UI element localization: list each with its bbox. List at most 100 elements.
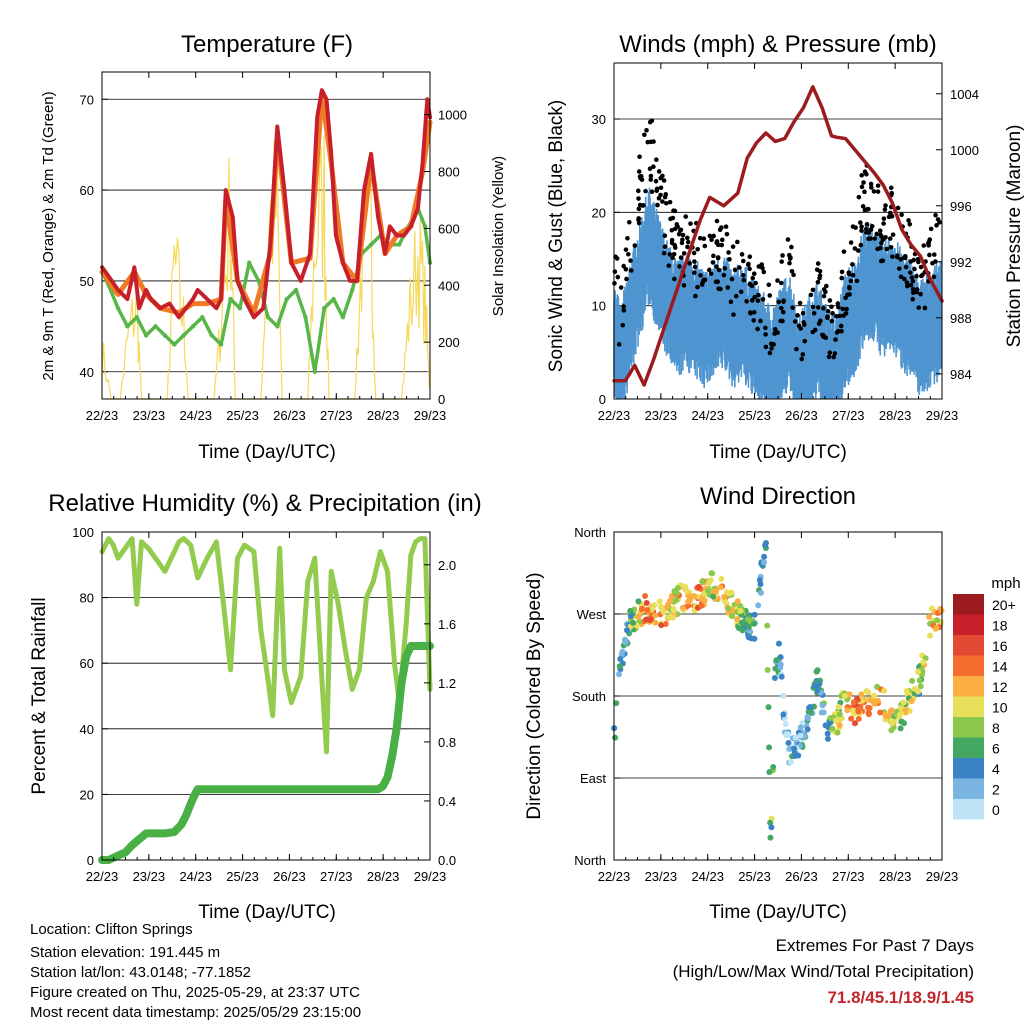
direction-point-258 <box>767 819 774 826</box>
direction-point-442 <box>804 726 811 733</box>
gust-point-13 <box>928 226 934 232</box>
gust-point-264 <box>808 292 814 298</box>
direction-point-478 <box>630 619 637 626</box>
direction-point-516 <box>670 607 677 614</box>
gust-point-147 <box>685 244 690 250</box>
direction-point-318 <box>644 607 651 614</box>
gust-point-217 <box>636 206 642 212</box>
gust-point-8 <box>710 260 716 265</box>
gust-point-321 <box>700 279 706 285</box>
direction-point-296 <box>648 606 655 613</box>
gust-point-47 <box>834 313 839 319</box>
gust-point-351 <box>800 352 806 357</box>
direction-point-353 <box>767 834 774 841</box>
t-ytick-label-2: 60 <box>80 183 94 198</box>
h-ytick-label-4: 80 <box>80 591 94 606</box>
gust-point-314 <box>701 236 707 242</box>
gust-point-15 <box>795 313 800 318</box>
gust-point-418 <box>859 224 864 230</box>
gust-point-415 <box>756 264 762 269</box>
speed-legend-label-0: 20+ <box>992 597 1016 613</box>
h-xtick-label-6: 28/23 <box>367 869 400 884</box>
direction-point-431 <box>903 687 910 694</box>
gust-point-266 <box>835 301 841 306</box>
gust-point-150 <box>912 266 917 272</box>
gust-point-306 <box>792 319 798 324</box>
gust-point-284 <box>862 169 868 175</box>
gust-point-417 <box>716 286 721 291</box>
gust-point-57 <box>916 259 921 265</box>
gust-point-92 <box>755 326 760 332</box>
gust-point-348 <box>921 243 927 248</box>
direction-point-515 <box>756 577 763 584</box>
direction-point-477 <box>734 598 741 605</box>
gust-point-233 <box>832 351 838 356</box>
gust-point-411 <box>660 199 665 204</box>
direction-point-325 <box>927 632 934 639</box>
gust-point-361 <box>677 228 683 233</box>
direction-point-82 <box>642 593 649 600</box>
speed-legend-label-4: 12 <box>992 679 1008 695</box>
gust-point-48 <box>815 305 821 310</box>
gust-point-33 <box>934 223 939 228</box>
tr-rtick-label-4: 800 <box>438 165 460 180</box>
gust-point-125 <box>670 255 675 261</box>
gust-point-97 <box>837 313 843 319</box>
direction-point-0 <box>612 734 619 741</box>
direction-point-518 <box>745 623 752 630</box>
t-xtick-label-4: 26/23 <box>273 408 306 423</box>
dewpoint-point-4 <box>134 315 139 320</box>
gust-point-365 <box>888 185 894 191</box>
direction-point-357 <box>865 711 872 718</box>
direction-point-329 <box>699 578 706 585</box>
h-xtick-label-4: 26/23 <box>273 869 306 884</box>
gust-point-116 <box>781 299 786 304</box>
gust-point-60 <box>678 255 684 260</box>
gust-point-395 <box>662 194 668 200</box>
direction-point-498 <box>836 722 843 729</box>
direction-point-392 <box>765 704 772 711</box>
dewpoint-point-19 <box>275 324 280 329</box>
t-xtick-label-6: 28/23 <box>367 408 400 423</box>
gust-point-165 <box>904 280 910 285</box>
direction-point-253 <box>713 588 720 595</box>
direction-point-238 <box>827 719 834 726</box>
recent-timestamp: Most recent data timestamp: 2025/05/29 2… <box>30 1004 362 1021</box>
gust-point-26 <box>751 318 756 323</box>
gust-point-231 <box>810 287 816 293</box>
h-xtick-label-1: 23/23 <box>133 869 166 884</box>
gust-point-244 <box>869 223 875 229</box>
gust-point-330 <box>768 341 774 347</box>
winds-panel: Winds (mph) & Pressure (mb) 0 10 20 30 22/2… <box>546 31 1024 463</box>
speed-legend: 20+ 18 16 14 12 10 8 6 4 2 0 <box>953 594 1016 820</box>
gust-point-166 <box>637 154 642 160</box>
speed-legend-label-10: 0 <box>992 802 1000 818</box>
d-xtick-label-1: 23/23 <box>645 869 678 884</box>
gust-point-252 <box>671 208 676 214</box>
direction-point-474 <box>673 590 680 597</box>
wr-rtick-label-2: 992 <box>950 255 972 270</box>
pressure-line <box>612 85 944 387</box>
gust-point-390 <box>669 237 675 243</box>
gust-point-175 <box>825 308 831 314</box>
direction-point-454 <box>635 613 642 620</box>
gust-point-161 <box>779 259 784 264</box>
gust-point-261 <box>815 279 821 285</box>
gust-point-54 <box>751 309 757 315</box>
gust-point-238 <box>776 299 782 305</box>
gust-point-404 <box>841 313 846 318</box>
gust-point-144 <box>831 354 836 360</box>
gust-point-183 <box>612 269 618 275</box>
gust-point-340 <box>901 255 907 260</box>
direction-point-100 <box>777 654 784 661</box>
direction-point-467 <box>841 692 848 699</box>
gust-point-188 <box>661 178 667 183</box>
direction-point-495 <box>908 698 915 705</box>
gust-point-271 <box>786 252 792 258</box>
dewpoint-point-18 <box>265 315 271 320</box>
direction-point-479 <box>792 734 799 741</box>
direction-point-443 <box>850 699 857 706</box>
direction-point-420 <box>627 607 634 614</box>
gust-point-362 <box>818 318 823 324</box>
